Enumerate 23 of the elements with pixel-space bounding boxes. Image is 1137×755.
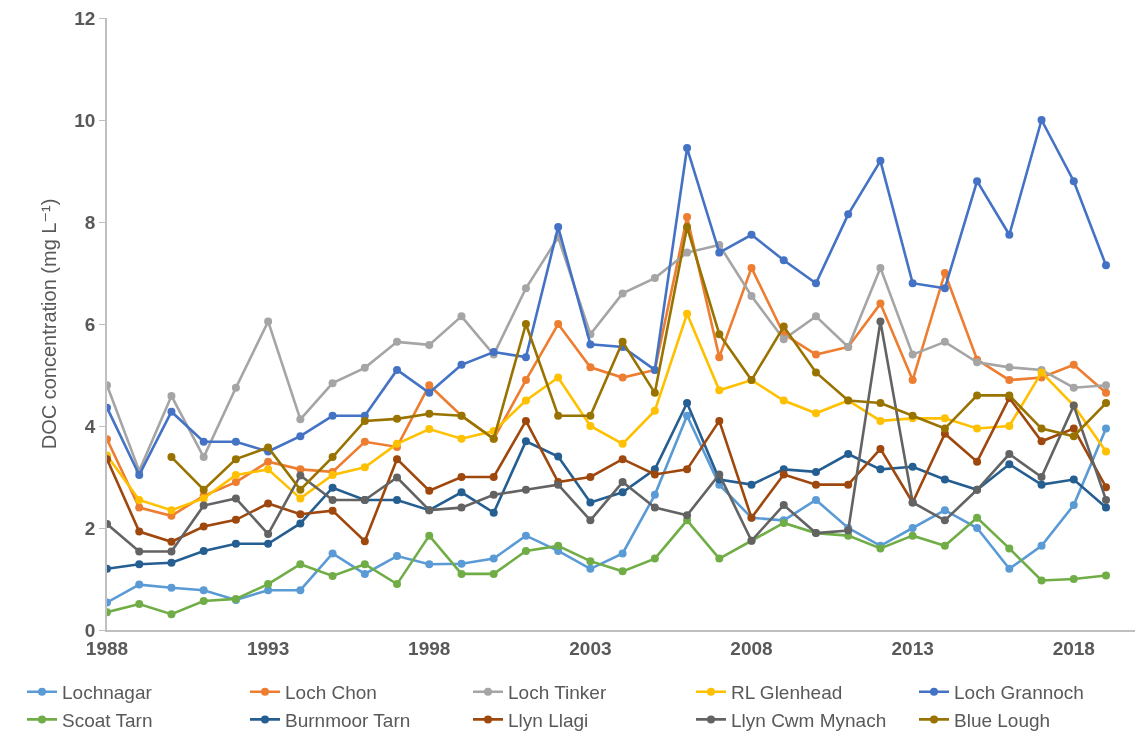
legend-label: Lochnagar bbox=[62, 682, 153, 704]
x-tick-label: 2018 bbox=[1052, 637, 1095, 659]
y-tick-label: 6 bbox=[84, 313, 96, 335]
legend-label: RL Glenhead bbox=[731, 682, 843, 704]
x-tick-label: 2003 bbox=[569, 637, 612, 659]
legend-label: Burnmoor Tarn bbox=[285, 709, 411, 731]
legend-label: Loch Grannoch bbox=[954, 682, 1084, 704]
legend-label: Llyn Cwm Mynach bbox=[731, 709, 887, 731]
legend-label: Blue Lough bbox=[954, 709, 1051, 731]
y-tick-label: 8 bbox=[84, 211, 96, 233]
x-tick-label: 2008 bbox=[730, 637, 773, 659]
x-tick-label: 2013 bbox=[891, 637, 934, 659]
y-tick-label: 10 bbox=[74, 109, 96, 131]
y-tick-label: 12 bbox=[74, 7, 96, 29]
legend-label: Loch Tinker bbox=[508, 682, 607, 704]
legend-label: Scoat Tarn bbox=[62, 709, 153, 731]
x-tick-label: 1993 bbox=[246, 637, 290, 659]
y-tick-label: 2 bbox=[84, 517, 96, 539]
x-tick-label: 1998 bbox=[408, 637, 451, 659]
y-tick-label: 4 bbox=[84, 415, 96, 437]
y-axis-title: DOC concentration (mg L⁻¹) bbox=[38, 198, 61, 450]
legend-label: Llyn Llagi bbox=[508, 709, 589, 731]
legend-label: Loch Chon bbox=[285, 682, 377, 704]
